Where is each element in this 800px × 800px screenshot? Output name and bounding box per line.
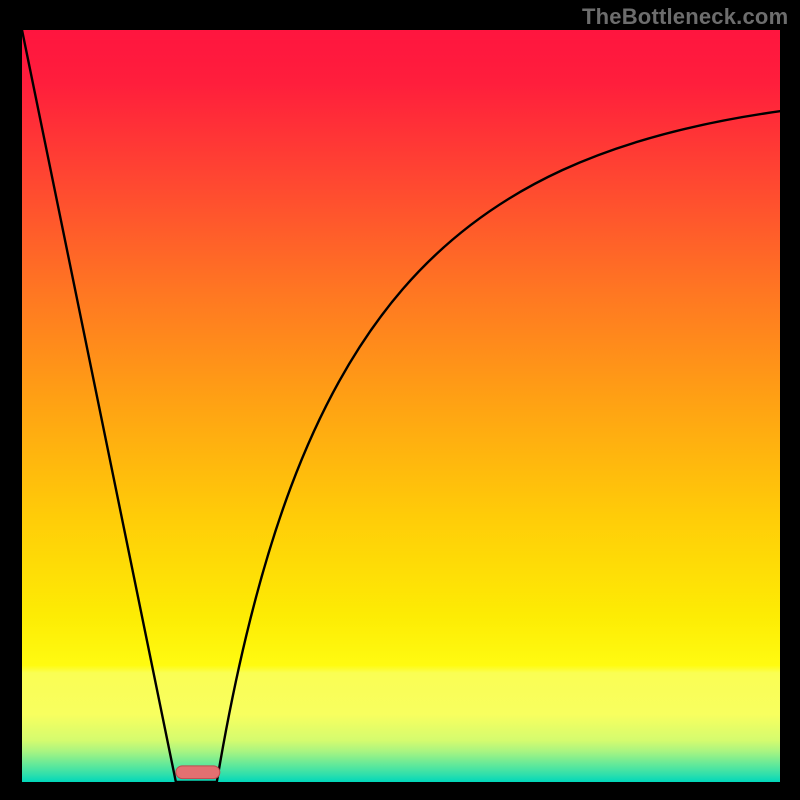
watermark-text: TheBottleneck.com (582, 4, 788, 30)
chart-svg (22, 30, 780, 782)
optimal-range-marker (176, 766, 220, 779)
chart-frame: TheBottleneck.com (0, 0, 800, 800)
plot-area (22, 30, 780, 782)
gradient-background (22, 30, 780, 782)
